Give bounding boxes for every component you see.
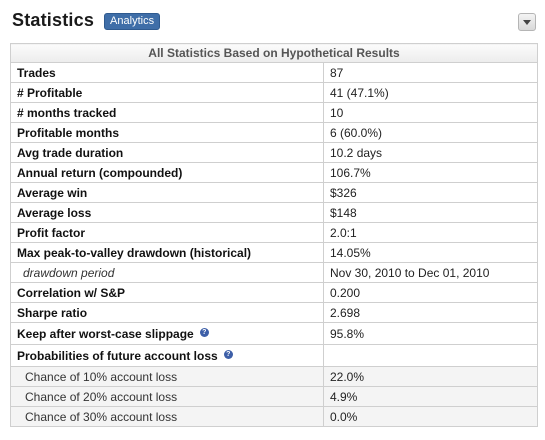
stat-label: Max peak-to-valley drawdown (historical) [10, 242, 324, 263]
stat-value: Nov 30, 2010 to Dec 01, 2010 [323, 262, 538, 283]
question-icon[interactable]: ? [223, 349, 233, 359]
stat-label: Profitable months [10, 122, 324, 143]
stat-value: 41 (47.1%) [323, 82, 538, 103]
stat-label: Chance of 10% account loss [10, 366, 324, 387]
stat-label: Average win [10, 182, 324, 203]
analytics-badge[interactable]: Analytics [104, 12, 161, 30]
table-row: Chance of 20% account loss 4.9% [10, 386, 538, 407]
stat-label: Chance of 20% account loss [10, 386, 324, 407]
stat-value: 95.8% [323, 322, 538, 345]
stat-value: $326 [323, 182, 538, 203]
question-icon[interactable]: ? [199, 327, 209, 337]
table-caption: All Statistics Based on Hypothetical Res… [10, 43, 538, 63]
table-row: Average win $326 [10, 182, 538, 203]
stat-value: 10 [323, 102, 538, 123]
collapse-button[interactable] [518, 13, 536, 31]
statistics-table: All Statistics Based on Hypothetical Res… [10, 43, 538, 427]
statistics-table-wrap: All Statistics Based on Hypothetical Res… [10, 43, 538, 427]
table-row: # Profitable 41 (47.1%) [10, 82, 538, 103]
stat-label: drawdown period [10, 262, 324, 283]
table-row: Max peak-to-valley drawdown (historical)… [10, 242, 538, 263]
stat-label: Correlation w/ S&P [10, 282, 324, 303]
stat-label: Keep after worst-case slippage? [10, 322, 324, 345]
stat-label-text: Keep after worst-case slippage [17, 326, 194, 341]
stat-label: Trades [10, 62, 324, 83]
table-row: drawdown period Nov 30, 2010 to Dec 01, … [10, 262, 538, 283]
table-row: Keep after worst-case slippage? 95.8% [10, 322, 538, 345]
stat-value: 87 [323, 62, 538, 83]
stat-label: Chance of 30% account loss [10, 406, 324, 427]
table-row: Profit factor 2.0:1 [10, 222, 538, 243]
stat-value [323, 344, 538, 367]
table-row: Chance of 10% account loss 22.0% [10, 366, 538, 387]
stat-label: Sharpe ratio [10, 302, 324, 323]
page-title: Statistics [12, 9, 95, 30]
stat-value: 6 (60.0%) [323, 122, 538, 143]
stat-value: 2.0:1 [323, 222, 538, 243]
stat-label: Profit factor [10, 222, 324, 243]
stat-value: 0.200 [323, 282, 538, 303]
stat-value: $148 [323, 202, 538, 223]
stat-label: Avg trade duration [10, 142, 324, 163]
stat-value: 22.0% [323, 366, 538, 387]
stat-label: Probabilities of future account loss? [10, 344, 324, 367]
table-row: Profitable months 6 (60.0%) [10, 122, 538, 143]
table-row: Chance of 30% account loss 0.0% [10, 406, 538, 427]
table-row: Average loss $148 [10, 202, 538, 223]
stat-value: 2.698 [323, 302, 538, 323]
stat-value: 10.2 days [323, 142, 538, 163]
table-row: Sharpe ratio 2.698 [10, 302, 538, 323]
stat-label: # Profitable [10, 82, 324, 103]
table-row: Trades 87 [10, 62, 538, 83]
stat-label: Annual return (compounded) [10, 162, 324, 183]
chevron-down-icon [523, 19, 531, 25]
stat-label-text: Probabilities of future account loss [17, 348, 218, 363]
stat-value: 106.7% [323, 162, 538, 183]
panel-header: Statistics Analytics [12, 6, 161, 34]
stat-label: # months tracked [10, 102, 324, 123]
stat-value: 4.9% [323, 386, 538, 407]
table-row: # months tracked 10 [10, 102, 538, 123]
stat-value: 0.0% [323, 406, 538, 427]
stat-label: Average loss [10, 202, 324, 223]
table-row: Probabilities of future account loss? [10, 344, 538, 367]
stat-value: 14.05% [323, 242, 538, 263]
table-row: Annual return (compounded) 106.7% [10, 162, 538, 183]
table-row: Avg trade duration 10.2 days [10, 142, 538, 163]
table-row: Correlation w/ S&P 0.200 [10, 282, 538, 303]
